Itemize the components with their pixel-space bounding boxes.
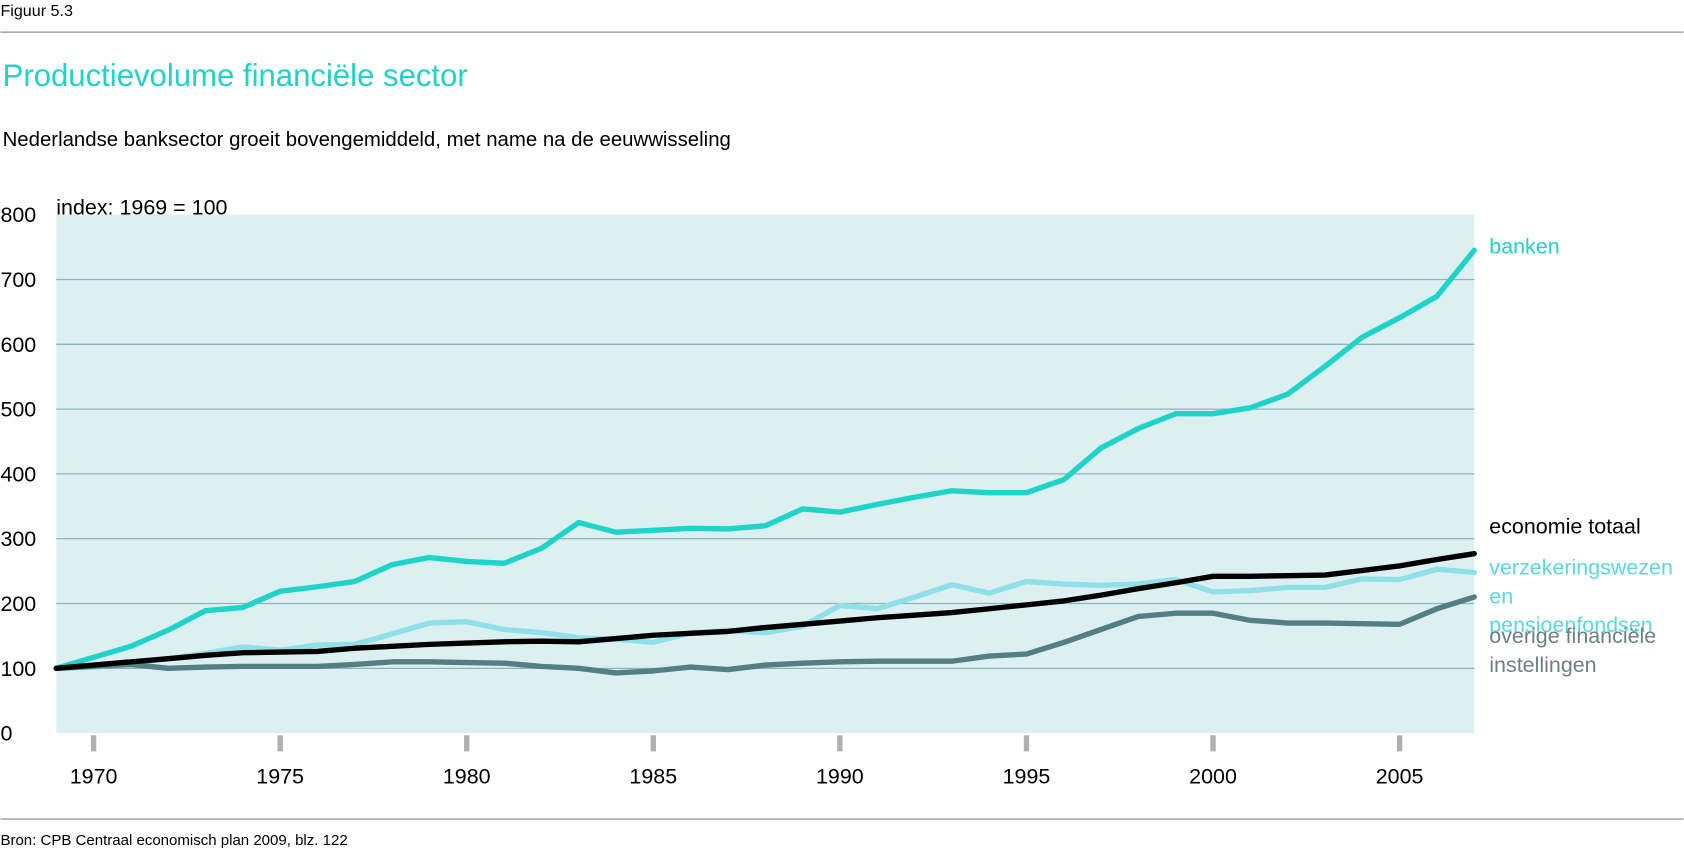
y-tick-label: 300 bbox=[0, 527, 36, 551]
y-tick-label: 0 bbox=[0, 722, 12, 746]
x-tick bbox=[837, 735, 843, 752]
x-tick bbox=[1023, 735, 1030, 752]
source: Bron: CPB Centraal economisch plan 2009,… bbox=[0, 832, 347, 848]
x-tick-label: 1985 bbox=[629, 765, 677, 789]
legend-label: overige financiële instellingen bbox=[1489, 624, 1662, 677]
x-tick-label: 2005 bbox=[1376, 765, 1424, 789]
series-line bbox=[53, 566, 1477, 671]
series-line bbox=[53, 550, 1477, 671]
legend-label: economie totaal bbox=[1489, 514, 1640, 538]
series-line bbox=[53, 594, 1477, 676]
x-tick-label: 1970 bbox=[70, 765, 118, 789]
legend-label-line: pensioenfondsen bbox=[1489, 613, 1652, 637]
y-tick-label: 800 bbox=[0, 203, 36, 227]
figure-label: Figuur 5.3 bbox=[0, 2, 73, 20]
x-tick-label: 1995 bbox=[1003, 765, 1051, 789]
y-tick-label: 100 bbox=[0, 657, 36, 681]
legend-label: banken bbox=[1489, 234, 1559, 258]
legend-label-line: instellingen bbox=[1489, 653, 1596, 677]
y-axis-label: index: 1969 = 100 bbox=[56, 196, 227, 220]
x-tick-label: 1980 bbox=[443, 765, 491, 789]
x-tick bbox=[650, 735, 656, 752]
y-tick-label: 200 bbox=[0, 592, 36, 616]
x-tick bbox=[277, 735, 283, 752]
y-tick-label: 500 bbox=[0, 398, 36, 422]
x-tick bbox=[90, 735, 97, 752]
x-tick-label: 1975 bbox=[256, 765, 304, 789]
x-tick-label: 1990 bbox=[816, 765, 864, 789]
x-tick bbox=[1210, 735, 1216, 752]
x-tick bbox=[464, 735, 470, 752]
y-tick-label: 600 bbox=[0, 333, 36, 357]
legend-label-line: overige financiële bbox=[1489, 624, 1662, 648]
legend-label-line: en bbox=[1489, 584, 1519, 608]
chart-title: Productievolume financiële sector bbox=[3, 58, 468, 93]
chart-subtitle: Nederlandse banksector groeit bovengemid… bbox=[3, 129, 731, 151]
legend-label: verzekeringswezen en pensioenfondsen bbox=[1489, 555, 1679, 637]
y-tick-label: 700 bbox=[0, 268, 36, 292]
x-tick bbox=[1396, 735, 1403, 752]
x-tick-label: 2000 bbox=[1189, 765, 1237, 789]
y-tick-label: 400 bbox=[0, 462, 36, 486]
legend-label-line: verzekeringswezen bbox=[1489, 555, 1679, 579]
series-line bbox=[53, 247, 1477, 671]
